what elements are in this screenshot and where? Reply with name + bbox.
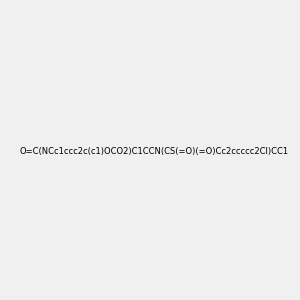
- Text: O=C(NCc1ccc2c(c1)OCO2)C1CCN(CS(=O)(=O)Cc2ccccc2Cl)CC1: O=C(NCc1ccc2c(c1)OCO2)C1CCN(CS(=O)(=O)Cc…: [19, 147, 288, 156]
